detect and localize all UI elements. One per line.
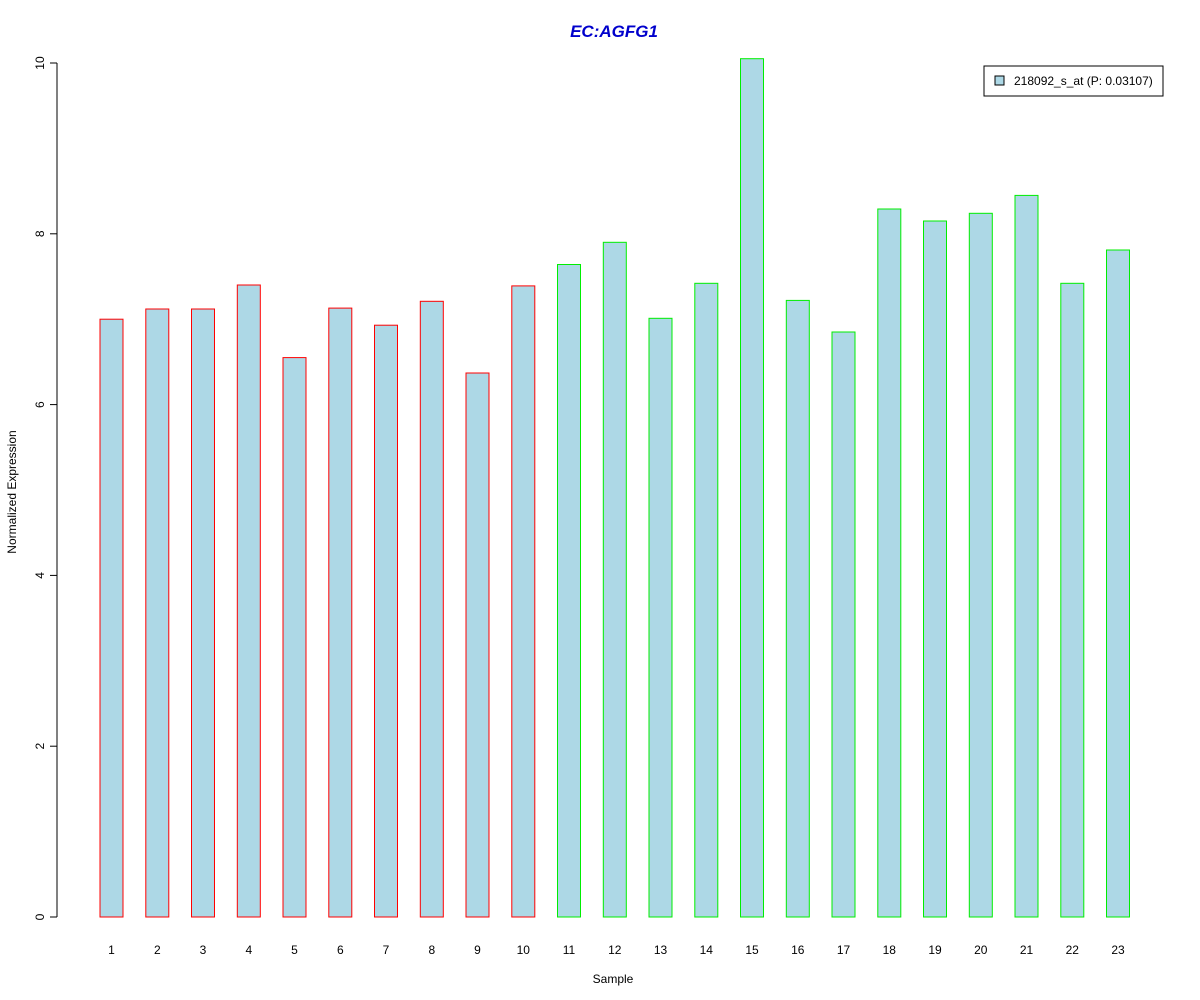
x-tick-label-2: 2 bbox=[154, 943, 161, 957]
legend-label: 218092_s_at (P: 0.03107) bbox=[1014, 74, 1153, 88]
bar-sample-16 bbox=[785, 299, 810, 918]
x-tick-label-1: 1 bbox=[108, 943, 115, 957]
bar-sample-23 bbox=[1106, 249, 1130, 918]
x-tick-label-6: 6 bbox=[337, 943, 344, 957]
bar-sample-15 bbox=[740, 58, 764, 918]
bar-sample-1 bbox=[99, 318, 124, 918]
y-tick-label: 4 bbox=[33, 572, 47, 579]
bar-sample-3 bbox=[191, 308, 215, 918]
x-tick-label-22: 22 bbox=[1066, 943, 1080, 957]
bar-sample-21 bbox=[1014, 194, 1039, 918]
bar-sample-9 bbox=[465, 372, 490, 918]
x-tick-label-16: 16 bbox=[791, 943, 805, 957]
x-tick-label-10: 10 bbox=[517, 943, 531, 957]
x-tick-label-15: 15 bbox=[745, 943, 759, 957]
y-axis-label: Normalized Expression bbox=[5, 430, 19, 553]
x-tick-label-8: 8 bbox=[428, 943, 435, 957]
x-tick-label-23: 23 bbox=[1111, 943, 1125, 957]
bar-sample-14 bbox=[694, 282, 719, 918]
y-tick-label: 8 bbox=[33, 230, 47, 237]
bar-sample-11 bbox=[557, 264, 581, 918]
bar-sample-19 bbox=[923, 220, 947, 918]
x-tick-label-7: 7 bbox=[383, 943, 390, 957]
legend-swatch bbox=[994, 75, 1005, 86]
legend: 218092_s_at (P: 0.03107) bbox=[983, 65, 1164, 97]
chart-title: EC:AGFG1 bbox=[570, 22, 658, 41]
bar-sample-4 bbox=[236, 284, 261, 918]
x-tick-label-13: 13 bbox=[654, 943, 668, 957]
y-tick-label: 6 bbox=[33, 401, 47, 408]
x-tick-label-4: 4 bbox=[245, 943, 252, 957]
x-tick-label-17: 17 bbox=[837, 943, 851, 957]
x-tick-label-5: 5 bbox=[291, 943, 298, 957]
x-axis-label: Sample bbox=[593, 972, 634, 986]
x-tick-label-20: 20 bbox=[974, 943, 988, 957]
y-tick-label: 0 bbox=[33, 913, 47, 920]
bar-sample-10 bbox=[511, 285, 536, 918]
bar-sample-20 bbox=[968, 212, 993, 918]
legend-box bbox=[983, 65, 1164, 97]
y-tick-label: 10 bbox=[33, 56, 47, 70]
bars-group bbox=[99, 58, 1130, 918]
bar-sample-6 bbox=[328, 307, 353, 918]
bar-sample-13 bbox=[648, 317, 673, 918]
bar-sample-17 bbox=[831, 331, 856, 918]
bar-sample-18 bbox=[877, 208, 902, 918]
bar-sample-5 bbox=[282, 357, 307, 918]
x-tick-label-19: 19 bbox=[928, 943, 942, 957]
x-axis-tick-labels: 1 2 3 4 5 6 7 8 9 10 11 12 13 14 15 16 17 18 19 20 21 22 23 bbox=[108, 943, 1125, 957]
bar-sample-7 bbox=[374, 324, 398, 918]
x-tick-label-14: 14 bbox=[700, 943, 714, 957]
bar-sample-8 bbox=[419, 300, 444, 918]
y-axis: 0 2 4 6 8 10 bbox=[33, 56, 58, 920]
x-tick-label-11: 11 bbox=[563, 943, 576, 957]
x-tick-label-18: 18 bbox=[883, 943, 897, 957]
y-tick-label: 2 bbox=[33, 743, 47, 750]
x-tick-label-3: 3 bbox=[200, 943, 207, 957]
x-tick-label-9: 9 bbox=[474, 943, 481, 957]
bar-sample-12 bbox=[602, 241, 627, 918]
x-tick-label-12: 12 bbox=[608, 943, 622, 957]
x-tick-label-21: 21 bbox=[1020, 943, 1034, 957]
bar-sample-22 bbox=[1060, 282, 1085, 918]
bar-sample-2 bbox=[145, 308, 170, 918]
